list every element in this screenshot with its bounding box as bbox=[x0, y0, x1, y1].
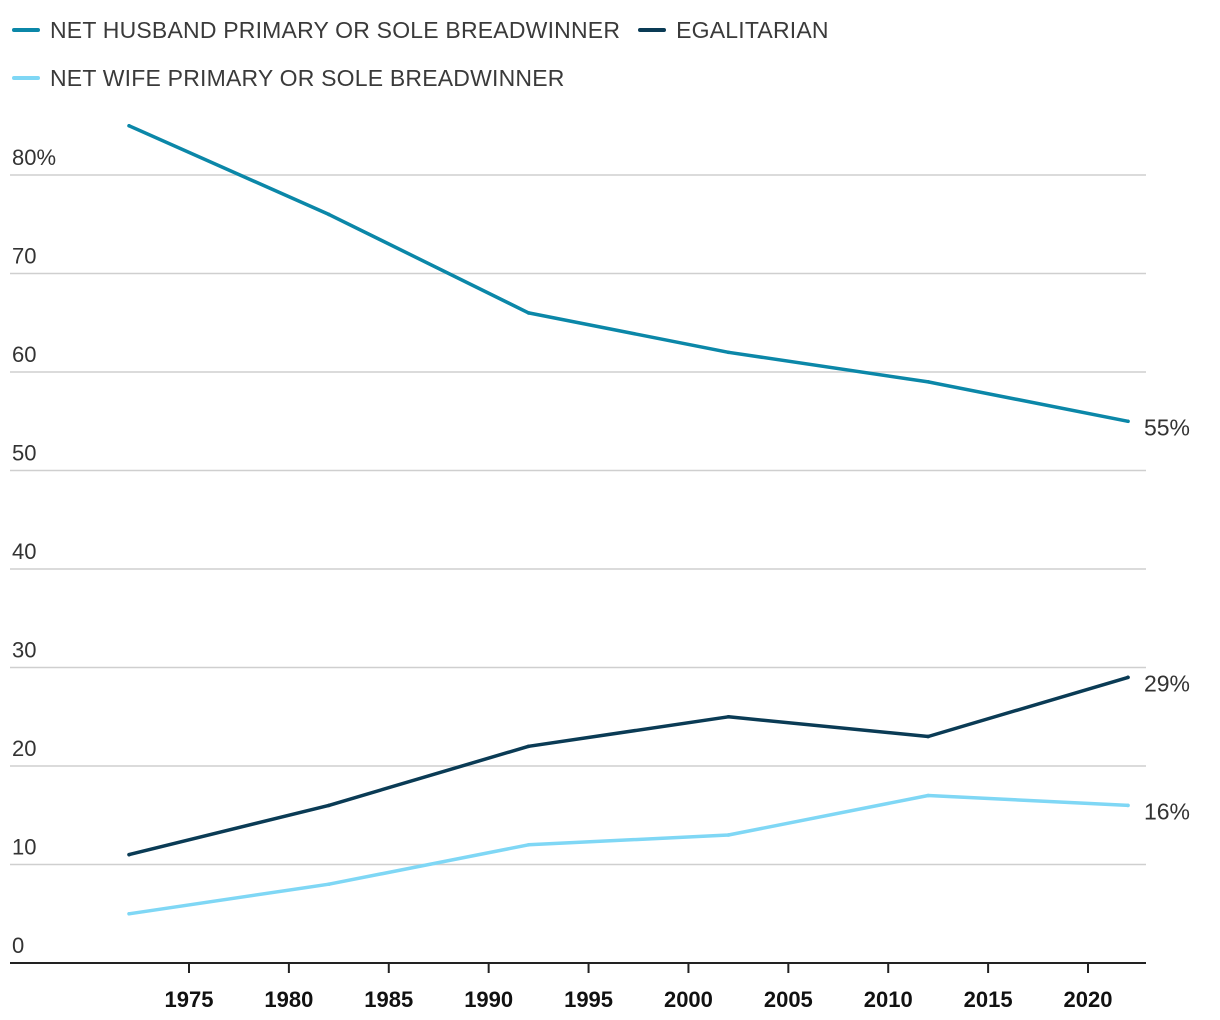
y-tick-label-80: 80% bbox=[12, 145, 56, 170]
y-tick-label-40: 40 bbox=[12, 539, 36, 564]
data-point-husband-2022 bbox=[1126, 419, 1130, 424]
data-point-wife-1992 bbox=[526, 843, 531, 847]
legend-row-1: NET HUSBAND PRIMARY OR SOLE BREADWINNER … bbox=[12, 12, 1192, 48]
data-point-egalitarian-1982 bbox=[327, 803, 331, 808]
data-point-husband-2012 bbox=[926, 380, 930, 384]
data-point-wife-2002 bbox=[726, 833, 731, 837]
data-point-husband-2002 bbox=[726, 350, 731, 355]
legend-swatch-husband bbox=[12, 28, 40, 32]
y-tick-label-60: 60 bbox=[12, 342, 36, 367]
chart-legend: NET HUSBAND PRIMARY OR SOLE BREADWINNER … bbox=[12, 12, 1192, 108]
legend-row-2: NET WIFE PRIMARY OR SOLE BREADWINNER bbox=[12, 60, 1192, 96]
data-point-wife-2022 bbox=[1126, 803, 1130, 808]
series-line-husband bbox=[127, 124, 1130, 424]
y-tick-label-50: 50 bbox=[12, 441, 36, 466]
data-point-husband-1992 bbox=[526, 311, 531, 315]
data-point-husband-1972 bbox=[127, 123, 131, 128]
legend-swatch-egalitarian bbox=[638, 28, 667, 32]
y-tick-label-70: 70 bbox=[12, 244, 36, 269]
data-point-egalitarian-2022 bbox=[1126, 675, 1130, 680]
legend-item-husband: NET HUSBAND PRIMARY OR SOLE BREADWINNER bbox=[12, 17, 620, 44]
legend-item-egalitarian: EGALITARIAN bbox=[638, 17, 829, 44]
y-tick-label-20: 20 bbox=[12, 736, 36, 761]
end-label-egalitarian: 29% bbox=[1144, 670, 1190, 696]
y-tick-label-0: 0 bbox=[12, 933, 24, 958]
legend-label-husband: NET HUSBAND PRIMARY OR SOLE BREADWINNER bbox=[50, 16, 621, 43]
x-tick-label-1980: 1980 bbox=[264, 987, 313, 1012]
legend-label-wife: NET WIFE PRIMARY OR SOLE BREADWINNER bbox=[50, 64, 565, 91]
y-tick-label-30: 30 bbox=[12, 638, 36, 663]
legend-label-egalitarian: EGALITARIAN bbox=[676, 16, 829, 43]
x-tick-label-2020: 2020 bbox=[1064, 987, 1113, 1012]
end-label-husband: 55% bbox=[1144, 414, 1190, 440]
data-point-wife-1982 bbox=[327, 882, 331, 886]
data-point-husband-1982 bbox=[327, 212, 331, 217]
x-tick-label-1975: 1975 bbox=[165, 987, 214, 1012]
data-point-egalitarian-1972 bbox=[127, 852, 131, 857]
x-tick-label-2015: 2015 bbox=[964, 987, 1013, 1012]
x-tick-label-2005: 2005 bbox=[764, 987, 813, 1012]
legend-swatch-wife bbox=[12, 76, 40, 80]
x-tick-label-1985: 1985 bbox=[364, 987, 413, 1012]
x-tick-label-2010: 2010 bbox=[864, 987, 913, 1012]
y-tick-label-10: 10 bbox=[12, 835, 36, 860]
data-point-wife-1972 bbox=[127, 911, 131, 916]
data-point-egalitarian-2012 bbox=[926, 734, 930, 739]
x-tick-label-2000: 2000 bbox=[664, 987, 713, 1012]
series-line-wife bbox=[127, 793, 1130, 916]
data-point-egalitarian-1992 bbox=[526, 744, 531, 749]
x-tick-label-1995: 1995 bbox=[564, 987, 613, 1012]
data-point-wife-2012 bbox=[926, 793, 930, 798]
x-tick-label-1990: 1990 bbox=[464, 987, 513, 1012]
series-line-egalitarian bbox=[127, 675, 1130, 857]
end-label-wife: 16% bbox=[1144, 798, 1190, 824]
data-point-egalitarian-2002 bbox=[726, 714, 731, 719]
legend-item-wife: NET WIFE PRIMARY OR SOLE BREADWINNER bbox=[12, 65, 565, 92]
